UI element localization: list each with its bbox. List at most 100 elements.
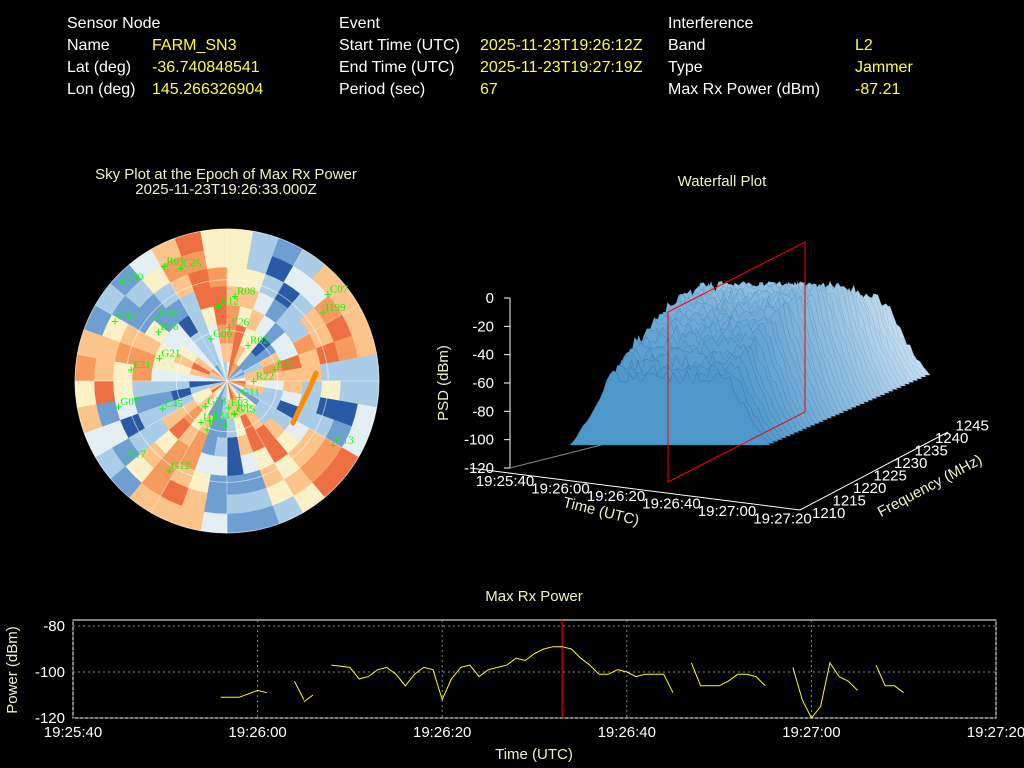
skyplot-cell	[181, 249, 208, 275]
skyplot-cell	[220, 399, 228, 420]
satellite-label: G15	[237, 404, 256, 416]
waterfall-slice	[680, 281, 882, 397]
waterfall-frequency-axis-label: Frequency (MHz)	[875, 451, 985, 520]
waterfall-frequency-tick-label: 1240	[935, 430, 968, 447]
start-time-label: Start Time (UTC)	[339, 37, 460, 54]
skyplot-azimuth-spoke	[95, 304, 228, 382]
skyplot-cell	[226, 368, 244, 382]
skyplot-cell	[262, 387, 284, 401]
skyplot-cell	[287, 293, 315, 321]
waterfall-z-tick-label: -40	[472, 347, 494, 364]
satellite-label: G07	[120, 396, 139, 408]
skyplot-cell	[206, 474, 228, 496]
skyplot-cell	[223, 380, 228, 401]
skyplot-elevation-ring	[175, 329, 279, 433]
skyplot-cell	[357, 354, 380, 382]
skyplot-cell	[160, 479, 189, 507]
skyplot-cell	[238, 392, 257, 411]
skyplot-cell	[150, 495, 182, 525]
skyplot-cell	[298, 393, 321, 414]
skyplot-cell	[174, 231, 205, 257]
skyplot-cell	[220, 342, 228, 363]
power-plot-frame	[72, 619, 997, 719]
satellite-marker: +	[159, 401, 167, 416]
skyplot-cell	[341, 426, 371, 458]
skyplot-cell	[203, 247, 228, 270]
skyplot-cell	[226, 364, 240, 382]
skyplot-cell	[139, 441, 167, 469]
skyplot-cell	[173, 352, 195, 369]
waterfall-time-tick-label: 19:27:00	[698, 503, 756, 520]
waterfall-time-tick-label: 19:26:40	[642, 496, 700, 513]
skyplot-jammer-track	[290, 370, 319, 426]
satellite-label: C25	[183, 257, 202, 269]
skyplot-cell	[190, 361, 211, 375]
power-series-line	[331, 646, 674, 702]
skyplot-cell	[308, 413, 335, 439]
skyplot-cell	[333, 335, 359, 362]
skyplot-cell	[239, 327, 256, 349]
satellite-marker: +	[161, 259, 169, 274]
skyplot-cell	[299, 278, 330, 309]
skyplot-cell	[177, 344, 199, 363]
waterfall-slice	[692, 283, 894, 392]
skyplot-cell	[124, 278, 155, 309]
skyplot-cell	[131, 364, 153, 382]
power-y-axis-label: Power (dBm)	[4, 626, 21, 714]
skyplot-cell	[95, 282, 126, 315]
skyplot-cell	[188, 309, 208, 332]
skyplot-cell	[259, 393, 281, 410]
skyplot-cell	[246, 487, 273, 513]
power-x-tick-label: 19:25:40	[44, 724, 102, 741]
skyplot-cell	[328, 447, 359, 480]
skyplot-cell	[168, 417, 191, 440]
skyplot-cell	[226, 380, 247, 388]
satellite-label: G21	[161, 347, 180, 359]
band-label: Band	[668, 37, 706, 54]
waterfall-slice	[676, 280, 878, 399]
satellite-label: G14	[209, 419, 228, 431]
satellite-label: R02	[250, 335, 268, 347]
skyplot-cell	[272, 237, 304, 267]
satellite-label: R12	[220, 295, 238, 307]
skyplot-cell	[114, 397, 139, 421]
skyplot-cell	[226, 342, 234, 363]
satellite-label: E26	[231, 316, 249, 328]
skyplot-cell	[182, 405, 203, 426]
power-series-line	[792, 661, 858, 719]
skyplot-cell	[213, 436, 228, 458]
waterfall-surface	[569, 280, 931, 446]
skyplot-cell	[226, 247, 251, 270]
waterfall-slice	[610, 316, 812, 428]
satellite-marker: +	[153, 310, 161, 325]
skyplot-cell	[313, 295, 343, 325]
skyplot-cell	[262, 361, 284, 375]
skyplot-cell	[301, 364, 323, 382]
skyplot-cell	[110, 264, 142, 296]
skyplot-cell	[194, 452, 215, 475]
max-rx-power-label: Max Rx Power (dBm)	[668, 81, 821, 98]
period-value: 67	[480, 81, 498, 98]
skyplot-cell	[351, 328, 377, 359]
power-y-tick-label: -120	[35, 710, 65, 727]
skyplot-cell	[244, 384, 265, 395]
power-series-line	[690, 662, 766, 687]
skyplot-cell	[165, 438, 190, 464]
skyplot-cell	[214, 380, 228, 398]
name-label: Name	[67, 37, 110, 54]
waterfall-slice	[569, 369, 771, 446]
satellite-marker: +	[231, 288, 239, 303]
waterfall-time-axis	[469, 467, 801, 511]
satellite-marker: +	[155, 324, 163, 339]
satellite-marker: +	[165, 463, 173, 478]
skyplot-cell	[193, 390, 213, 406]
waterfall-slice	[635, 293, 836, 417]
skyplot-cell	[190, 331, 209, 353]
skyplot-cell	[249, 505, 280, 531]
waterfall-epoch-plane	[667, 241, 806, 483]
waterfall-time-tick-label: 19:26:20	[587, 488, 645, 505]
satellite-marker: +	[156, 350, 164, 365]
skyplot-cell	[325, 419, 353, 448]
skyplot-azimuth-spoke	[226, 304, 359, 382]
skyplot-cell	[131, 380, 153, 398]
